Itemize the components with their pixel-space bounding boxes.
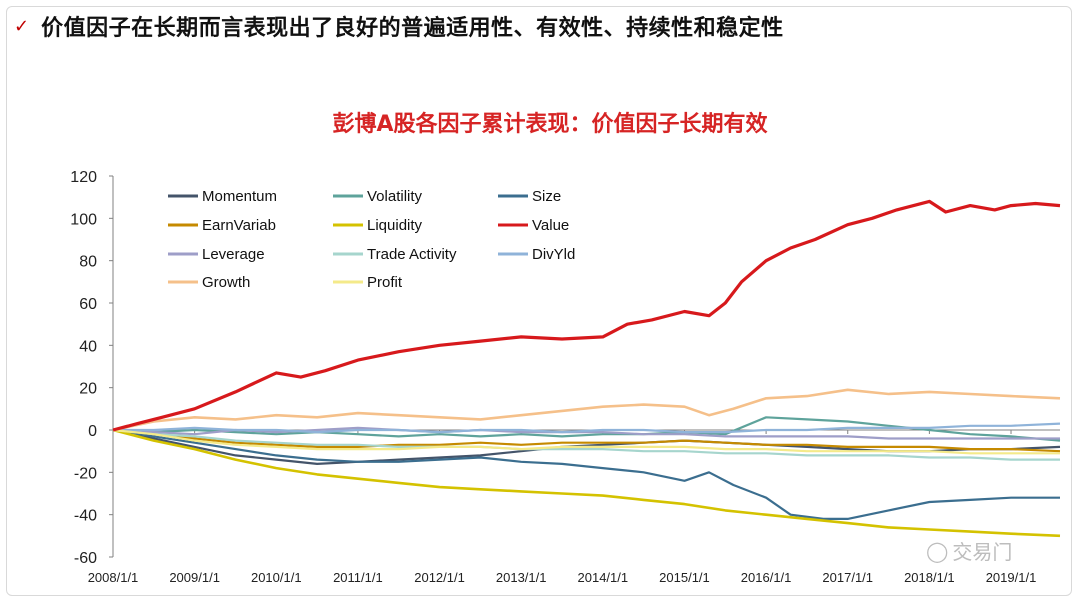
legend-label: Profit [367,274,403,291]
y-tick-label: 20 [79,381,97,398]
watermark-text: 交易门 [952,540,1013,564]
legend-label: EarnVariab [202,217,276,234]
series-line-growth [112,388,1061,432]
x-tick-label: 2018/1/1 [904,570,955,585]
legend-label: Leverage [202,246,265,263]
series-line-volatility [112,416,1061,442]
legend-label: Volatility [367,188,423,205]
x-tick-label: 2012/1/1 [414,570,465,585]
check-icon: ✓ [14,15,30,37]
x-tick-label: 2008/1/1 [88,570,139,585]
x-tick-label: 2019/1/1 [986,570,1037,585]
watermark: ◯ 交易门 [926,536,1012,565]
y-tick-label: -60 [74,550,97,567]
series-line-trade-activity [112,428,1060,461]
slide-header: ✓ 价值因子在长期而言表现出了良好的普遍适用性、有效性、持续性和稳定性 [14,8,784,44]
legend-label: Liquidity [367,217,423,234]
y-tick-label: 80 [79,254,97,271]
y-tick-label: 120 [70,169,97,186]
series-line-earnvariab [112,428,1061,453]
legend-label: Growth [202,274,250,291]
legend-label: Trade Activity [367,246,457,263]
legend-label: Size [532,188,561,205]
x-tick-label: 2015/1/1 [659,570,710,585]
series-line-value [112,199,1061,432]
legend-label: DivYld [532,246,575,263]
x-tick-label: 2009/1/1 [169,570,220,585]
y-tick-label: -40 [74,508,97,525]
y-tick-label: 0 [88,423,97,440]
x-tick-label: 2010/1/1 [251,570,302,585]
series-line-liquidity [112,428,1061,538]
legend-label: Value [532,217,569,234]
series-line-profit [112,428,1060,455]
y-tick-label: 40 [79,338,97,355]
legend-label: Momentum [202,188,277,205]
x-tick-label: 2017/1/1 [822,570,873,585]
y-tick-label: 60 [79,296,97,313]
slide-frame [6,6,1072,596]
y-tick-label: 100 [70,211,97,228]
x-tick-label: 2016/1/1 [741,570,792,585]
x-tick-label: 2014/1/1 [578,570,629,585]
series-line-size [112,428,1060,520]
series-line-divyld [113,422,1061,434]
slide-headline: 价值因子在长期而言表现出了良好的普遍适用性、有效性、持续性和稳定性 [41,16,784,41]
x-tick-label: 2011/1/1 [333,570,383,585]
chart-title: 彭博A股各因子累计表现：价值因子长期有效 [332,112,768,137]
x-tick-label: 2013/1/1 [496,570,547,585]
wechat-icon: ◯ [926,538,949,563]
y-tick-label: -20 [74,465,97,482]
